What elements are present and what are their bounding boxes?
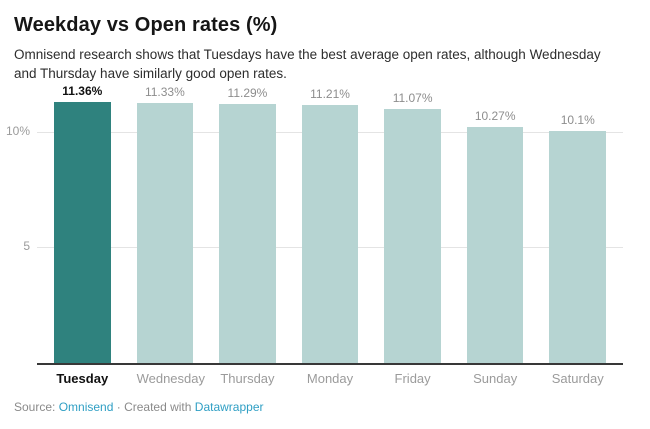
bar-column-tuesday: 11.36% [54, 84, 111, 364]
x-axis-label-monday: Monday [306, 371, 354, 387]
bar-value-label-monday: 11.21% [310, 87, 350, 102]
bar-sunday[interactable] [466, 127, 524, 364]
bar-friday[interactable] [384, 108, 441, 364]
bar-column-saturday: 10.1% [549, 113, 607, 364]
source-link[interactable]: Omnisend [58, 400, 114, 415]
bar-value-label-thursday: 11.29% [227, 85, 268, 100]
x-axis-label-friday: Friday [394, 371, 431, 387]
bar-value-label-friday: 11.07% [392, 90, 433, 105]
bar-column-friday: 11.07% [384, 91, 441, 364]
plot-area: 11.36% 11.33% 11.29% 11.21% 11.07% 10.27% 10.1… [6, 84, 623, 366]
x-axis-label-wednesday: Wednesday [136, 371, 205, 387]
bar-column-monday: 11.21% [301, 87, 359, 364]
y-tick-label-10: 10% [5, 124, 30, 139]
x-axis-label-saturday: Saturday [551, 371, 604, 387]
x-axis-labels: Tuesday Wednesday Thursday Monday Friday Sund… [37, 371, 623, 386]
chart-title: Weekday vs Open rates (%) [14, 14, 278, 36]
chart-description: Omnisend research shows that Tuesdays ha… [14, 47, 601, 82]
attribution-footer: Source: Omnisend · Created with Datawrap… [14, 400, 636, 414]
bar-value-label-wednesday: 11.33% [144, 84, 185, 99]
bar-value-label-saturday: 10.1% [560, 113, 595, 128]
bar-tuesday[interactable] [54, 102, 111, 364]
bar-column-wednesday: 11.33% [136, 84, 194, 364]
x-axis-label-tuesday: Tuesday [56, 371, 109, 387]
bar-saturday[interactable] [549, 131, 607, 364]
bar-thursday[interactable] [219, 103, 276, 364]
bar-monday[interactable] [301, 105, 359, 364]
bar-wednesday[interactable] [136, 102, 194, 364]
created-with-text: Created with [124, 400, 195, 415]
bar-value-label-sunday: 10.27% [474, 109, 516, 124]
y-tick-label-5: 5 [23, 239, 30, 254]
bar-column-thursday: 11.29% [219, 86, 276, 364]
source-prefix: Source: [14, 400, 59, 415]
bar-column-sunday: 10.27% [466, 109, 524, 364]
datawrapper-link[interactable]: Datawrapper [194, 400, 264, 415]
bars-row: 11.36% 11.33% 11.29% 11.21% 11.07% 10.27% 10.1… [37, 84, 623, 364]
x-axis-label-thursday: Thursday [220, 371, 275, 387]
bar-value-label-tuesday: 11.36% [62, 84, 103, 99]
footer-separator: · [113, 400, 125, 415]
x-axis-label-sunday: Sunday [473, 371, 518, 387]
